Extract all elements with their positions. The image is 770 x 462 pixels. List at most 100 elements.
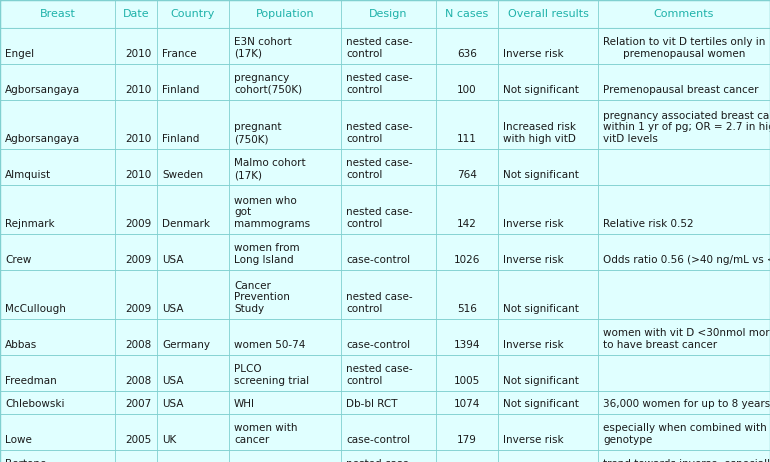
Text: pregnancy associated breast cancer is
within 1 yr of pg; OR = 2.7 in highest
vit: pregnancy associated breast cancer is wi… <box>603 111 770 144</box>
Text: 516: 516 <box>457 304 477 314</box>
Text: 1026: 1026 <box>454 255 480 265</box>
Text: Bertone-
Johnson: Bertone- Johnson <box>5 459 50 462</box>
Text: Denmark: Denmark <box>162 219 210 229</box>
Text: 100: 100 <box>457 85 477 95</box>
Text: women with vit D <30nmol more likely
to have breast cancer: women with vit D <30nmol more likely to … <box>603 328 770 350</box>
Text: 2008: 2008 <box>126 376 152 386</box>
Text: 2008: 2008 <box>126 340 152 350</box>
Bar <box>0 414 770 450</box>
Text: pregnancy
cohort(750K): pregnancy cohort(750K) <box>234 73 302 95</box>
Text: Design: Design <box>370 9 408 19</box>
Text: Inverse risk: Inverse risk <box>503 340 564 350</box>
Text: pregnant
(750K): pregnant (750K) <box>234 122 282 144</box>
Text: Rejnmark: Rejnmark <box>5 219 55 229</box>
Text: Inverse risk: Inverse risk <box>503 435 564 445</box>
Text: Finland: Finland <box>162 134 199 144</box>
Bar <box>0 64 770 100</box>
Bar <box>0 270 770 319</box>
Text: especially when combined with VDR
genotype: especially when combined with VDR genoty… <box>603 423 770 445</box>
Text: Malmo cohort
(17K): Malmo cohort (17K) <box>234 158 306 180</box>
Text: Country: Country <box>171 9 215 19</box>
Text: E3N cohort
(17K): E3N cohort (17K) <box>234 37 292 59</box>
Text: 2010: 2010 <box>126 170 152 180</box>
Text: 2009: 2009 <box>126 255 152 265</box>
Text: 2007: 2007 <box>126 399 152 409</box>
Text: 36,000 women for up to 8 years: 36,000 women for up to 8 years <box>603 399 770 409</box>
Text: case-control: case-control <box>346 255 410 265</box>
Text: 2009: 2009 <box>126 219 152 229</box>
Text: nested case-
control: nested case- control <box>346 37 413 59</box>
Text: UK: UK <box>162 435 176 445</box>
Text: N cases: N cases <box>445 9 489 19</box>
Bar <box>0 355 770 391</box>
Text: 2005: 2005 <box>126 435 152 445</box>
Text: 2009: 2009 <box>126 304 152 314</box>
Text: USA: USA <box>162 304 183 314</box>
Text: Engel: Engel <box>5 49 34 59</box>
Text: Overall results: Overall results <box>507 9 588 19</box>
Bar <box>0 234 770 270</box>
Text: nested case-
control: nested case- control <box>346 158 413 180</box>
Text: Not significant: Not significant <box>503 170 579 180</box>
Text: Abbas: Abbas <box>5 340 37 350</box>
Text: 636: 636 <box>457 49 477 59</box>
Text: 2010: 2010 <box>126 134 152 144</box>
Text: case-control: case-control <box>346 340 410 350</box>
Text: 2010: 2010 <box>126 85 152 95</box>
Text: Date: Date <box>122 9 149 19</box>
Text: Increased risk
with high vitD: Increased risk with high vitD <box>503 122 576 144</box>
Text: Not significant: Not significant <box>503 376 579 386</box>
Text: Cancer
Prevention
Study: Cancer Prevention Study <box>234 281 290 314</box>
Text: Population: Population <box>256 9 314 19</box>
Text: case-control: case-control <box>346 435 410 445</box>
Text: nested case-
control: nested case- control <box>346 207 413 229</box>
Text: Inverse risk: Inverse risk <box>503 255 564 265</box>
Bar <box>0 450 770 462</box>
Text: Crew: Crew <box>5 255 32 265</box>
Text: women who
got
mammograms: women who got mammograms <box>234 196 310 229</box>
Text: Agborsangaya: Agborsangaya <box>5 85 80 95</box>
Text: nested case-
control: nested case- control <box>346 73 413 95</box>
Bar <box>0 0 770 28</box>
Text: Germany: Germany <box>162 340 210 350</box>
Text: Relation to vit D tertiles only in
premenopausal women: Relation to vit D tertiles only in preme… <box>603 37 765 59</box>
Text: Relative risk 0.52: Relative risk 0.52 <box>603 219 694 229</box>
Text: 2010: 2010 <box>126 49 152 59</box>
Text: Almquist: Almquist <box>5 170 51 180</box>
Text: 1394: 1394 <box>454 340 480 350</box>
Text: Agborsangaya: Agborsangaya <box>5 134 80 144</box>
Text: Chlebowski: Chlebowski <box>5 399 65 409</box>
Text: 764: 764 <box>457 170 477 180</box>
Text: Sweden: Sweden <box>162 170 203 180</box>
Text: PLCO
screening trial: PLCO screening trial <box>234 365 309 386</box>
Text: Lowe: Lowe <box>5 435 32 445</box>
Text: Premenopausal breast cancer: Premenopausal breast cancer <box>603 85 758 95</box>
Text: WHI: WHI <box>234 399 255 409</box>
Text: Not significant: Not significant <box>503 85 579 95</box>
Text: USA: USA <box>162 255 183 265</box>
Text: Inverse risk: Inverse risk <box>503 49 564 59</box>
Bar <box>0 28 770 64</box>
Text: trend towards inverse, especially in
women older than 62: trend towards inverse, especially in wom… <box>603 459 770 462</box>
Text: USA: USA <box>162 376 183 386</box>
Text: 111: 111 <box>457 134 477 144</box>
Text: Freedman: Freedman <box>5 376 57 386</box>
Text: 179: 179 <box>457 435 477 445</box>
Text: Finland: Finland <box>162 85 199 95</box>
Text: Inverse risk: Inverse risk <box>503 219 564 229</box>
Text: 1074: 1074 <box>454 399 480 409</box>
Text: McCullough: McCullough <box>5 304 66 314</box>
Text: France: France <box>162 49 196 59</box>
Text: 142: 142 <box>457 219 477 229</box>
Text: nested case-
control: nested case- control <box>346 122 413 144</box>
Text: women from
Long Island: women from Long Island <box>234 243 300 265</box>
Text: women with
cancer: women with cancer <box>234 423 297 445</box>
Text: USA: USA <box>162 399 183 409</box>
Bar <box>0 185 770 234</box>
Text: 1005: 1005 <box>454 376 480 386</box>
Text: women 50-74: women 50-74 <box>234 340 306 350</box>
Text: Comments: Comments <box>654 9 715 19</box>
Bar <box>0 100 770 149</box>
Text: Db-bl RCT: Db-bl RCT <box>346 399 397 409</box>
Text: nested case-
control: nested case- control <box>346 459 413 462</box>
